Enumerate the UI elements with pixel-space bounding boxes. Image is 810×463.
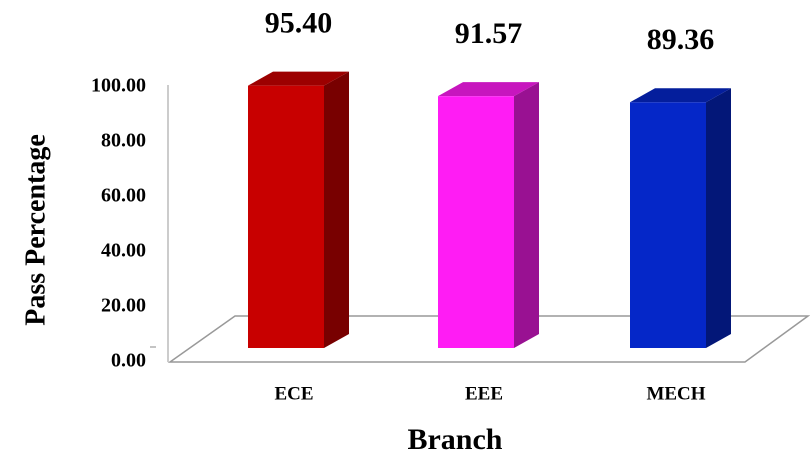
x-tick-label: MECH bbox=[646, 383, 705, 404]
y-tick-label: 80.00 bbox=[101, 130, 146, 152]
bar-side bbox=[514, 82, 539, 349]
value-label: 89.36 bbox=[647, 23, 715, 56]
x-tick-label: ECE bbox=[274, 383, 313, 404]
bar bbox=[438, 96, 514, 349]
y-tick-label: 40.00 bbox=[101, 240, 146, 262]
y-tick-label: 60.00 bbox=[101, 185, 146, 207]
bar bbox=[630, 102, 706, 348]
value-label: 91.57 bbox=[455, 17, 523, 50]
bar-top bbox=[248, 71, 349, 86]
bar-side bbox=[324, 71, 349, 349]
bar-top bbox=[630, 88, 731, 103]
value-label: 95.40 bbox=[265, 7, 333, 40]
x-axis-title: Branch bbox=[407, 423, 502, 456]
y-axis-title: Pass Percentage bbox=[20, 134, 51, 326]
x-tick-label: EEE bbox=[465, 383, 503, 404]
bar bbox=[248, 85, 324, 349]
bar-top bbox=[438, 82, 539, 97]
y-tick-label: 0.00 bbox=[111, 350, 146, 372]
y-tick-label: 100.00 bbox=[91, 75, 146, 97]
bar-side bbox=[706, 88, 731, 348]
y-tick-label: 20.00 bbox=[101, 295, 146, 317]
